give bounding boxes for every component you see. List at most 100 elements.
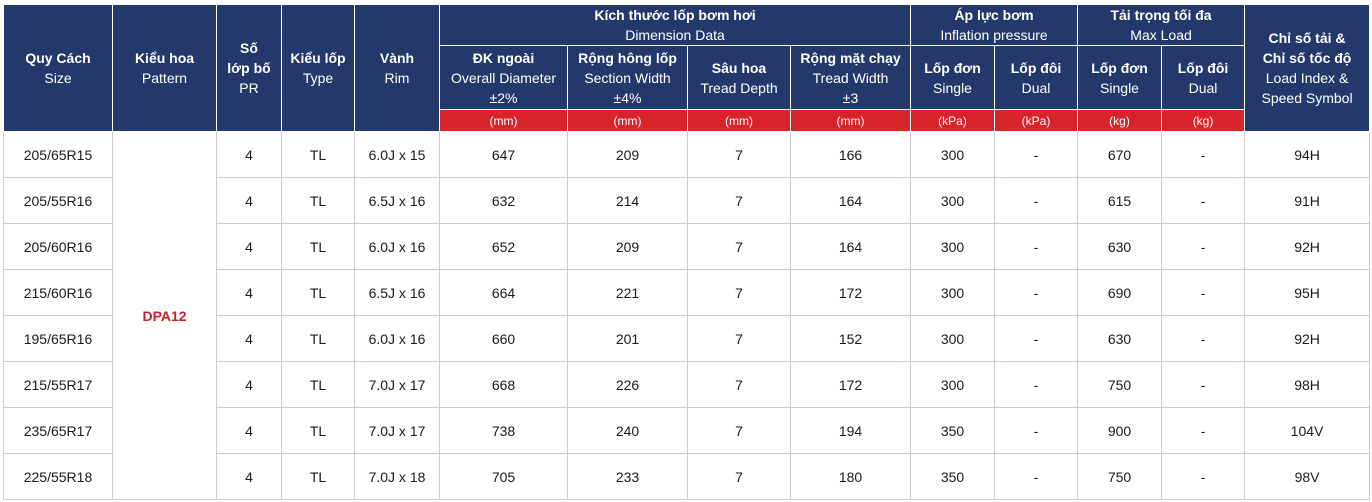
cell-section-width: 226 (567, 361, 688, 408)
cell-type: TL (281, 223, 355, 270)
cell-overall-diameter: 705 (439, 453, 568, 500)
cell-type: TL (281, 177, 355, 224)
cell-pressure-single: 300 (910, 315, 996, 362)
cell-type: TL (281, 315, 355, 362)
cell-type: TL (281, 361, 355, 408)
cell-load-single: 630 (1077, 223, 1163, 270)
cell-pressure-dual: - (994, 407, 1079, 454)
cell-overall-diameter: 668 (439, 361, 568, 408)
cell-load-index: 91H (1244, 177, 1371, 224)
cell-load-index: 92H (1244, 223, 1371, 270)
cell-rim: 6.0J x 16 (354, 223, 440, 270)
table-row: 235/65R17 4 TL 7.0J x 17 738 240 7 194 3… (3, 407, 1371, 454)
cell-pr: 4 (216, 269, 282, 316)
cell-tread-width: 194 (789, 407, 912, 454)
unit-load-dual: (kg) (1161, 109, 1246, 132)
cell-tread-width: 180 (789, 453, 912, 500)
cell-tread-width: 172 (789, 269, 912, 316)
cell-pressure-dual: - (994, 223, 1079, 270)
cell-pr: 4 (216, 177, 282, 224)
cell-pressure-single: 350 (910, 453, 996, 500)
cell-pressure-single: 350 (910, 407, 996, 454)
cell-rim: 6.0J x 16 (354, 315, 440, 362)
cell-pr: 4 (216, 361, 282, 408)
cell-overall-diameter: 738 (439, 407, 568, 454)
cell-pressure-dual: - (994, 315, 1079, 362)
cell-section-width: 209 (567, 223, 688, 270)
cell-size: 205/60R16 (3, 223, 113, 270)
unit-tread-depth: (mm) (687, 109, 791, 132)
cell-size: 195/65R16 (3, 315, 113, 362)
cell-load-single: 750 (1077, 361, 1163, 408)
header-pattern: Kiểu hoa Pattern (112, 4, 217, 132)
cell-type: TL (281, 453, 355, 500)
cell-pressure-dual: - (994, 269, 1079, 316)
header-type: Kiểu lốp Type (281, 4, 355, 132)
cell-load-dual: - (1161, 315, 1246, 362)
cell-pr: 4 (216, 407, 282, 454)
cell-rim: 7.0J x 17 (354, 407, 440, 454)
cell-pr: 4 (216, 131, 282, 178)
cell-load-single: 690 (1077, 269, 1163, 316)
cell-pr: 4 (216, 223, 282, 270)
cell-tread-width: 164 (789, 177, 912, 224)
cell-section-width: 201 (567, 315, 688, 362)
header-inflation-dual: Lốp đôi Dual (994, 45, 1079, 110)
cell-pressure-dual: - (994, 131, 1079, 178)
unit-section-width: (mm) (567, 109, 688, 132)
header-tread-width: Rộng mặt chạy Tread Width ±3 (789, 45, 912, 110)
cell-overall-diameter: 664 (439, 269, 568, 316)
cell-rim: 7.0J x 18 (354, 453, 440, 500)
cell-tread-depth: 7 (687, 223, 791, 270)
cell-size: 215/60R16 (3, 269, 113, 316)
header-load-dual: Lốp đôi Dual (1161, 45, 1246, 110)
cell-pressure-dual: - (994, 361, 1079, 408)
cell-tread-depth: 7 (687, 453, 791, 500)
unit-overall-diameter: (mm) (439, 109, 568, 132)
cell-rim: 6.0J x 15 (354, 131, 440, 178)
cell-load-single: 750 (1077, 453, 1163, 500)
cell-pressure-single: 300 (910, 361, 996, 408)
cell-pressure-single: 300 (910, 131, 996, 178)
cell-load-dual: - (1161, 131, 1246, 178)
cell-load-dual: - (1161, 177, 1246, 224)
cell-pressure-single: 300 (910, 269, 996, 316)
cell-size: 225/55R18 (3, 453, 113, 500)
unit-tread-width: (mm) (789, 109, 912, 132)
cell-type: TL (281, 407, 355, 454)
cell-section-width: 209 (567, 131, 688, 178)
cell-type: TL (281, 131, 355, 178)
header-tread-depth: Sâu hoa Tread Depth (687, 45, 791, 110)
table-row: 195/65R16 4 TL 6.0J x 16 660 201 7 152 3… (3, 315, 1371, 362)
cell-tread-depth: 7 (687, 315, 791, 362)
cell-section-width: 214 (567, 177, 688, 224)
cell-load-index: 94H (1244, 131, 1371, 178)
cell-pressure-single: 300 (910, 223, 996, 270)
cell-tread-width: 166 (789, 131, 912, 178)
cell-overall-diameter: 632 (439, 177, 568, 224)
header-max-load: Tải trọng tối đa Max Load (1077, 4, 1246, 46)
table-row: 205/55R16 4 TL 6.5J x 16 632 214 7 164 3… (3, 177, 1371, 224)
cell-overall-diameter: 652 (439, 223, 568, 270)
cell-load-dual: - (1161, 407, 1246, 454)
cell-tread-width: 152 (789, 315, 912, 362)
header-load-index: Chỉ số tải & Chỉ số tốc độ Load Index & Spe… (1244, 4, 1371, 132)
cell-load-index: 95H (1244, 269, 1371, 316)
cell-load-index: 98V (1244, 453, 1371, 500)
cell-pr: 4 (216, 453, 282, 500)
unit-load-single: (kg) (1077, 109, 1163, 132)
header-overall-diameter: ĐK ngoài Overall Diameter ±2% (439, 45, 568, 110)
unit-inflation-single: (kPa) (910, 109, 996, 132)
cell-load-dual: - (1161, 453, 1246, 500)
header-section-width: Rộng hông lốp Section Width ±4% (567, 45, 688, 110)
cell-pattern: DPA12 (112, 131, 217, 500)
header-inflation-single: Lốp đơn Single (910, 45, 996, 110)
table-row: 215/55R17 4 TL 7.0J x 17 668 226 7 172 3… (3, 361, 1371, 408)
cell-size: 235/65R17 (3, 407, 113, 454)
table-row: 205/60R16 4 TL 6.0J x 16 652 209 7 164 3… (3, 223, 1371, 270)
cell-section-width: 233 (567, 453, 688, 500)
cell-load-index: 98H (1244, 361, 1371, 408)
cell-load-index: 104V (1244, 407, 1371, 454)
cell-load-index: 92H (1244, 315, 1371, 362)
cell-size: 205/55R16 (3, 177, 113, 224)
